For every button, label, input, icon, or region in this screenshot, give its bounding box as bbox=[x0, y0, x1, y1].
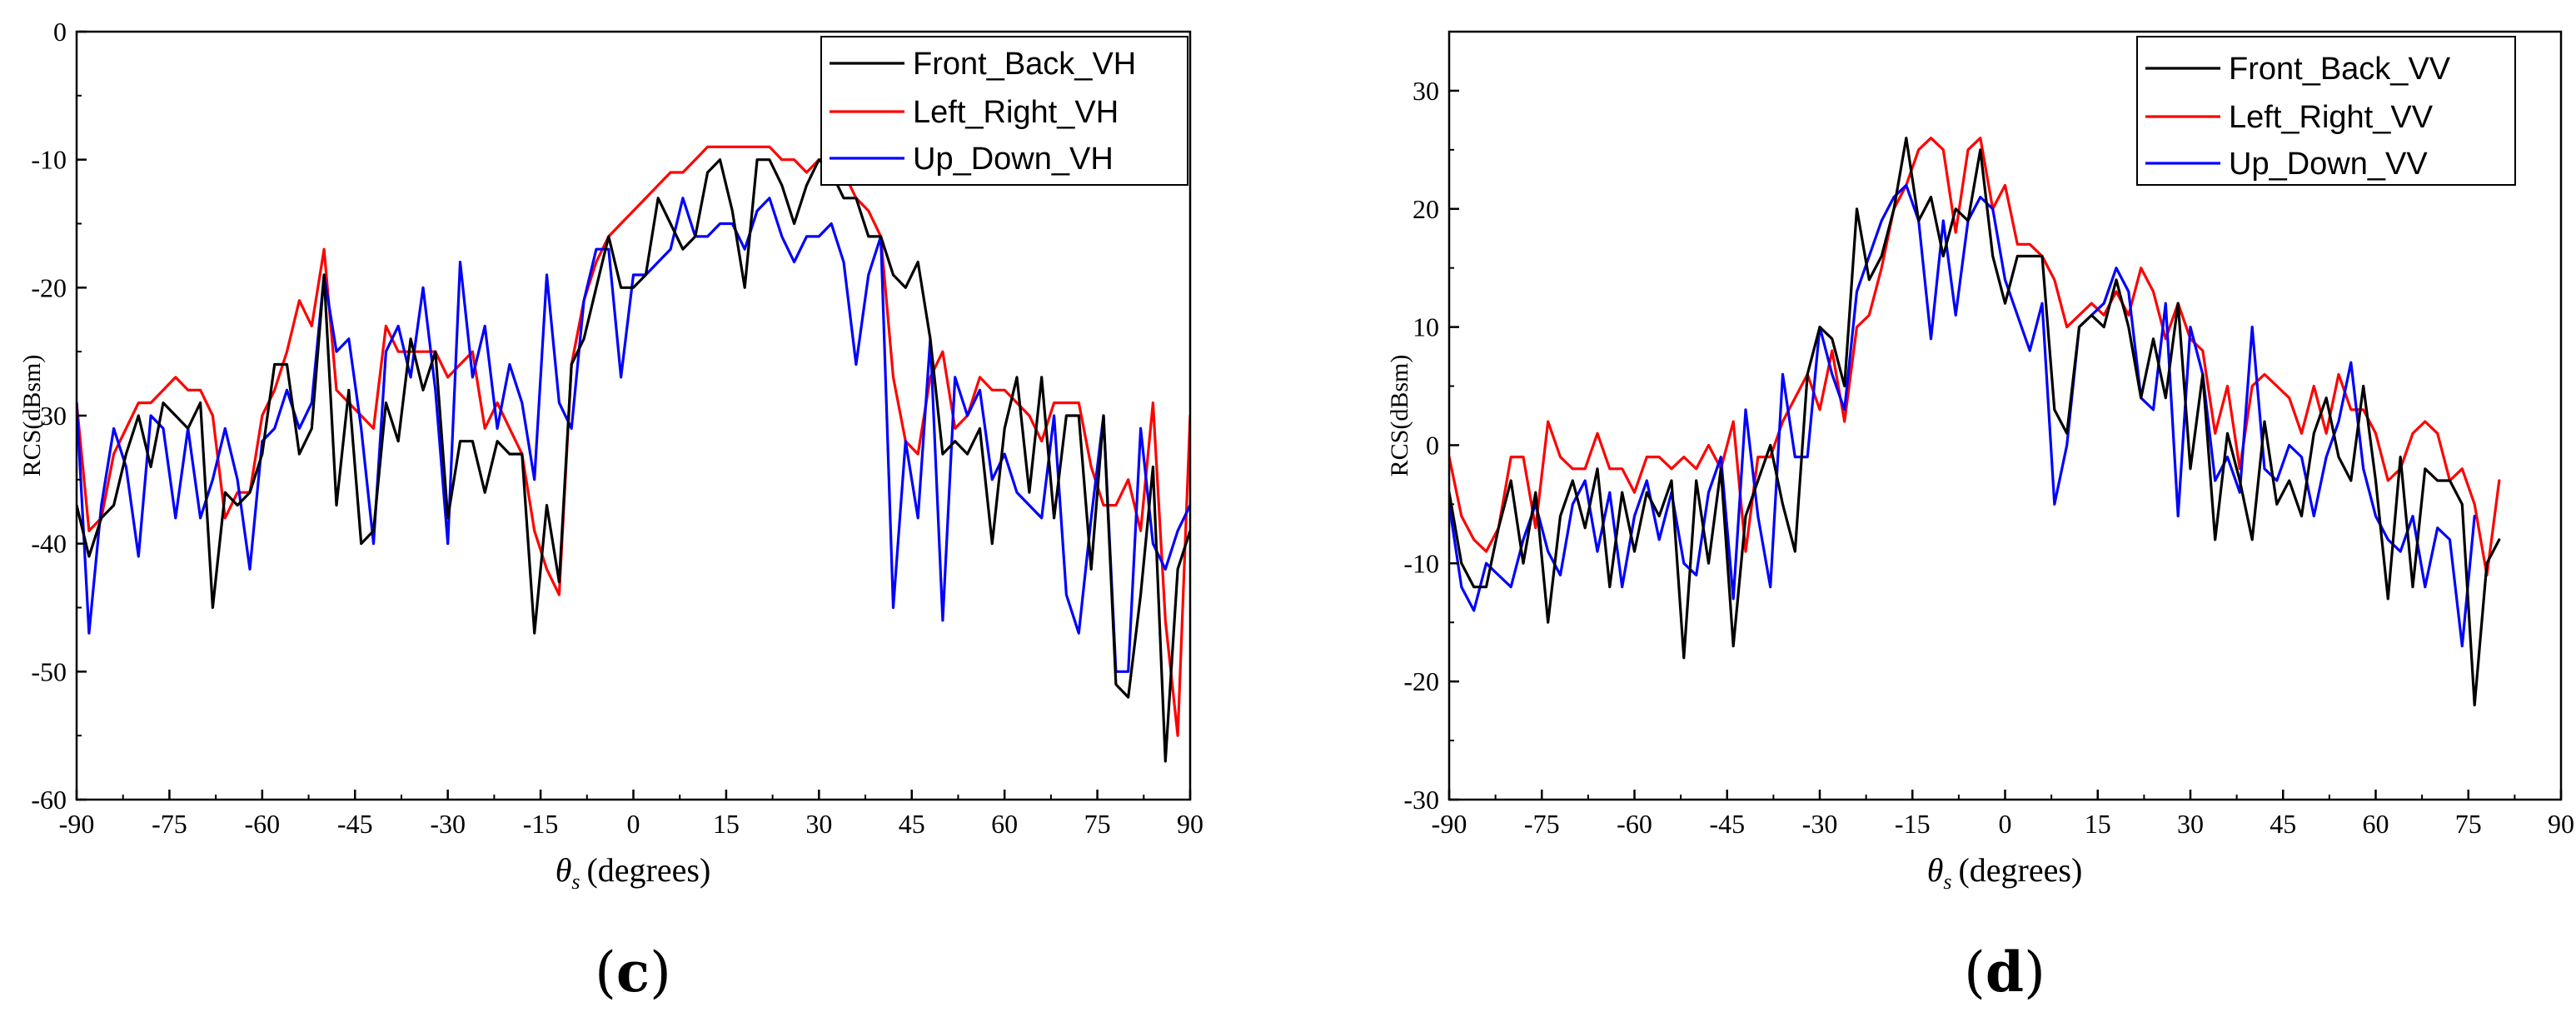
panel-d-x-tick-label: 15 bbox=[2085, 809, 2111, 839]
panel-c-x-tick-label: 75 bbox=[1084, 809, 1111, 839]
panel-c-legend-entry-up-down: Up_Down_VH bbox=[830, 142, 1114, 177]
panel-c-x-tick-label: 90 bbox=[1177, 809, 1203, 839]
panel-c-x-tick-label: 30 bbox=[805, 809, 832, 839]
panel-d-x-tick-label: 30 bbox=[2177, 809, 2204, 839]
panel-d-x-axis-symbol: θ bbox=[1927, 851, 1944, 889]
panel-c-series-front-back-vh bbox=[77, 158, 1190, 763]
panel-c-x-axis-title: θs (degrees) bbox=[556, 851, 711, 894]
panel-c-series-left-right-vh bbox=[77, 145, 1190, 737]
panel-c-x-tick-label: 60 bbox=[991, 809, 1018, 839]
panel-c-x-tick-label: -15 bbox=[523, 809, 559, 839]
panel-d-x-tick-label: 90 bbox=[2548, 809, 2574, 839]
panel-c-y-tick-label: -30 bbox=[31, 401, 67, 431]
panel-d-x-axis-title: θs (degrees) bbox=[1927, 851, 2083, 894]
panel-d-x-tick-label: 60 bbox=[2363, 809, 2389, 839]
panel-d-series-left-right-vv bbox=[1449, 137, 2501, 577]
panel-d-y-tick-label: -30 bbox=[1403, 785, 1439, 815]
panel-c-x-axis-subscript: s bbox=[571, 870, 580, 894]
panel-c-x-axis-unit: (degrees) bbox=[586, 851, 710, 889]
panel-d-y-tick-label: -10 bbox=[1403, 548, 1439, 578]
panel-d-x-tick-label: -75 bbox=[1524, 809, 1560, 839]
panel-c-label-open: ( bbox=[595, 940, 616, 1005]
panel-c-y-tick-label: -50 bbox=[31, 656, 67, 686]
panel-d-label-close: ) bbox=[2024, 940, 2045, 1005]
panel-d-y-tick-label: -20 bbox=[1403, 666, 1439, 696]
panel-c-x-tick-label: 45 bbox=[899, 809, 925, 839]
panel-d-legend-entry-up-down: Up_Down_VV bbox=[2145, 147, 2428, 182]
panel-d-x-tick-label: 0 bbox=[1999, 809, 2012, 839]
panel-c-y-tick-label: 0 bbox=[53, 17, 67, 47]
panel-c-legend-label-up-down: Up_Down_VH bbox=[913, 142, 1114, 177]
panel-d-legend-entry-front-back: Front_Back_VV bbox=[2145, 52, 2451, 87]
panel-c-x-tick-label: -45 bbox=[337, 809, 373, 839]
panel-c-legend-label-front-back: Front_Back_VH bbox=[913, 47, 1136, 82]
panel-c-x-tick-label: 15 bbox=[713, 809, 740, 839]
panel-d-series-up-down-vv bbox=[1449, 183, 2476, 648]
panel-d-y-axis-title: RCS(dBsm) bbox=[1386, 355, 1413, 477]
panel-d-legend-label-front-back: Front_Back_VV bbox=[2229, 52, 2451, 87]
panel-d-x-tick-label: 75 bbox=[2455, 809, 2482, 839]
panel-d-x-tick-label: 45 bbox=[2270, 809, 2296, 839]
panel-c-x-tick-label: -75 bbox=[152, 809, 187, 839]
panel-c-y-tick-label: -20 bbox=[31, 272, 67, 302]
panel-d-label: (d) bbox=[1964, 940, 2045, 1005]
panel-c-label-close: ) bbox=[650, 940, 671, 1005]
panel-c-label: (c) bbox=[595, 940, 671, 1005]
panel-d-legend-box bbox=[2136, 36, 2516, 186]
chart-panel-d: -90 -75 -60 -45 -30 -15 0 15 30 45 60 75 90 -30 -20 -10… bbox=[1386, 30, 2574, 1005]
panel-d-x-tick-label: -60 bbox=[1617, 809, 1652, 839]
panel-d-label-open: ( bbox=[1964, 940, 1986, 1005]
panel-c-x-tick-label: -60 bbox=[245, 809, 281, 839]
panel-d-x-axis-subscript: s bbox=[1943, 870, 1951, 894]
panel-d-x-tick-label: -30 bbox=[1802, 809, 1838, 839]
panel-d-y-tick-label: 20 bbox=[1413, 194, 1439, 224]
panel-c-ticks: -90 -75 -60 -45 -30 -15 0 15 30 45 60 75 90 -60 -50 -40… bbox=[31, 17, 1203, 839]
panel-c-legend-entry-front-back: Front_Back_VH bbox=[830, 47, 1136, 82]
panel-c-x-tick-label: -90 bbox=[59, 809, 95, 839]
panel-c-label-letter: c bbox=[616, 940, 650, 1005]
panel-d-legend-label-up-down: Up_Down_VV bbox=[2229, 147, 2428, 182]
panel-d-x-axis-unit: (degrees) bbox=[1958, 851, 2082, 889]
panel-c-series bbox=[77, 145, 1190, 763]
panel-c-y-tick-label: -40 bbox=[31, 529, 67, 559]
panel-d-y-tick-label: 10 bbox=[1413, 312, 1439, 342]
panel-d-legend-label-left-right: Left_Right_VV bbox=[2229, 100, 2434, 135]
panel-d-y-tick-label: 0 bbox=[1426, 430, 1439, 460]
panel-d-x-tick-label: -15 bbox=[1895, 809, 1931, 839]
panel-c-legend-entry-left-right: Left_Right_VH bbox=[830, 95, 1119, 130]
panel-d-legend-entry-left-right: Left_Right_VV bbox=[2145, 100, 2434, 135]
panel-c-y-tick-label: -10 bbox=[31, 145, 67, 175]
panel-d-x-tick-label: -90 bbox=[1432, 809, 1467, 839]
panel-d-label-letter: d bbox=[1986, 940, 2024, 1005]
panel-c-y-axis-title: RCS(dBsm) bbox=[18, 355, 46, 477]
panel-c-legend: Front_Back_VH Left_Right_VH Up_Down_VH bbox=[820, 36, 1188, 186]
panel-c-legend-label-left-right: Left_Right_VH bbox=[913, 95, 1119, 130]
panel-c-x-tick-label: -30 bbox=[430, 809, 466, 839]
panel-d-series bbox=[1449, 137, 2501, 707]
panel-d-series-front-back-vv bbox=[1449, 137, 2501, 707]
panel-d-x-tick-label: -45 bbox=[1709, 809, 1745, 839]
chart-panel-c: -90 -75 -60 -45 -30 -15 0 15 30 45 60 75 90 -60 -50 -40… bbox=[18, 17, 1203, 1005]
panel-d-y-tick-label: 30 bbox=[1413, 76, 1439, 106]
panel-c-x-axis-symbol: θ bbox=[556, 851, 572, 889]
panel-c-x-tick-label: 0 bbox=[627, 809, 640, 839]
panel-d-legend: Front_Back_VV Left_Right_VV Up_Down_VV bbox=[2136, 36, 2516, 186]
panel-c-y-tick-label: -60 bbox=[31, 785, 67, 815]
panel-d-ticks: -90 -75 -60 -45 -30 -15 0 15 30 45 60 75 90 -30 -20 -10… bbox=[1403, 76, 2574, 839]
